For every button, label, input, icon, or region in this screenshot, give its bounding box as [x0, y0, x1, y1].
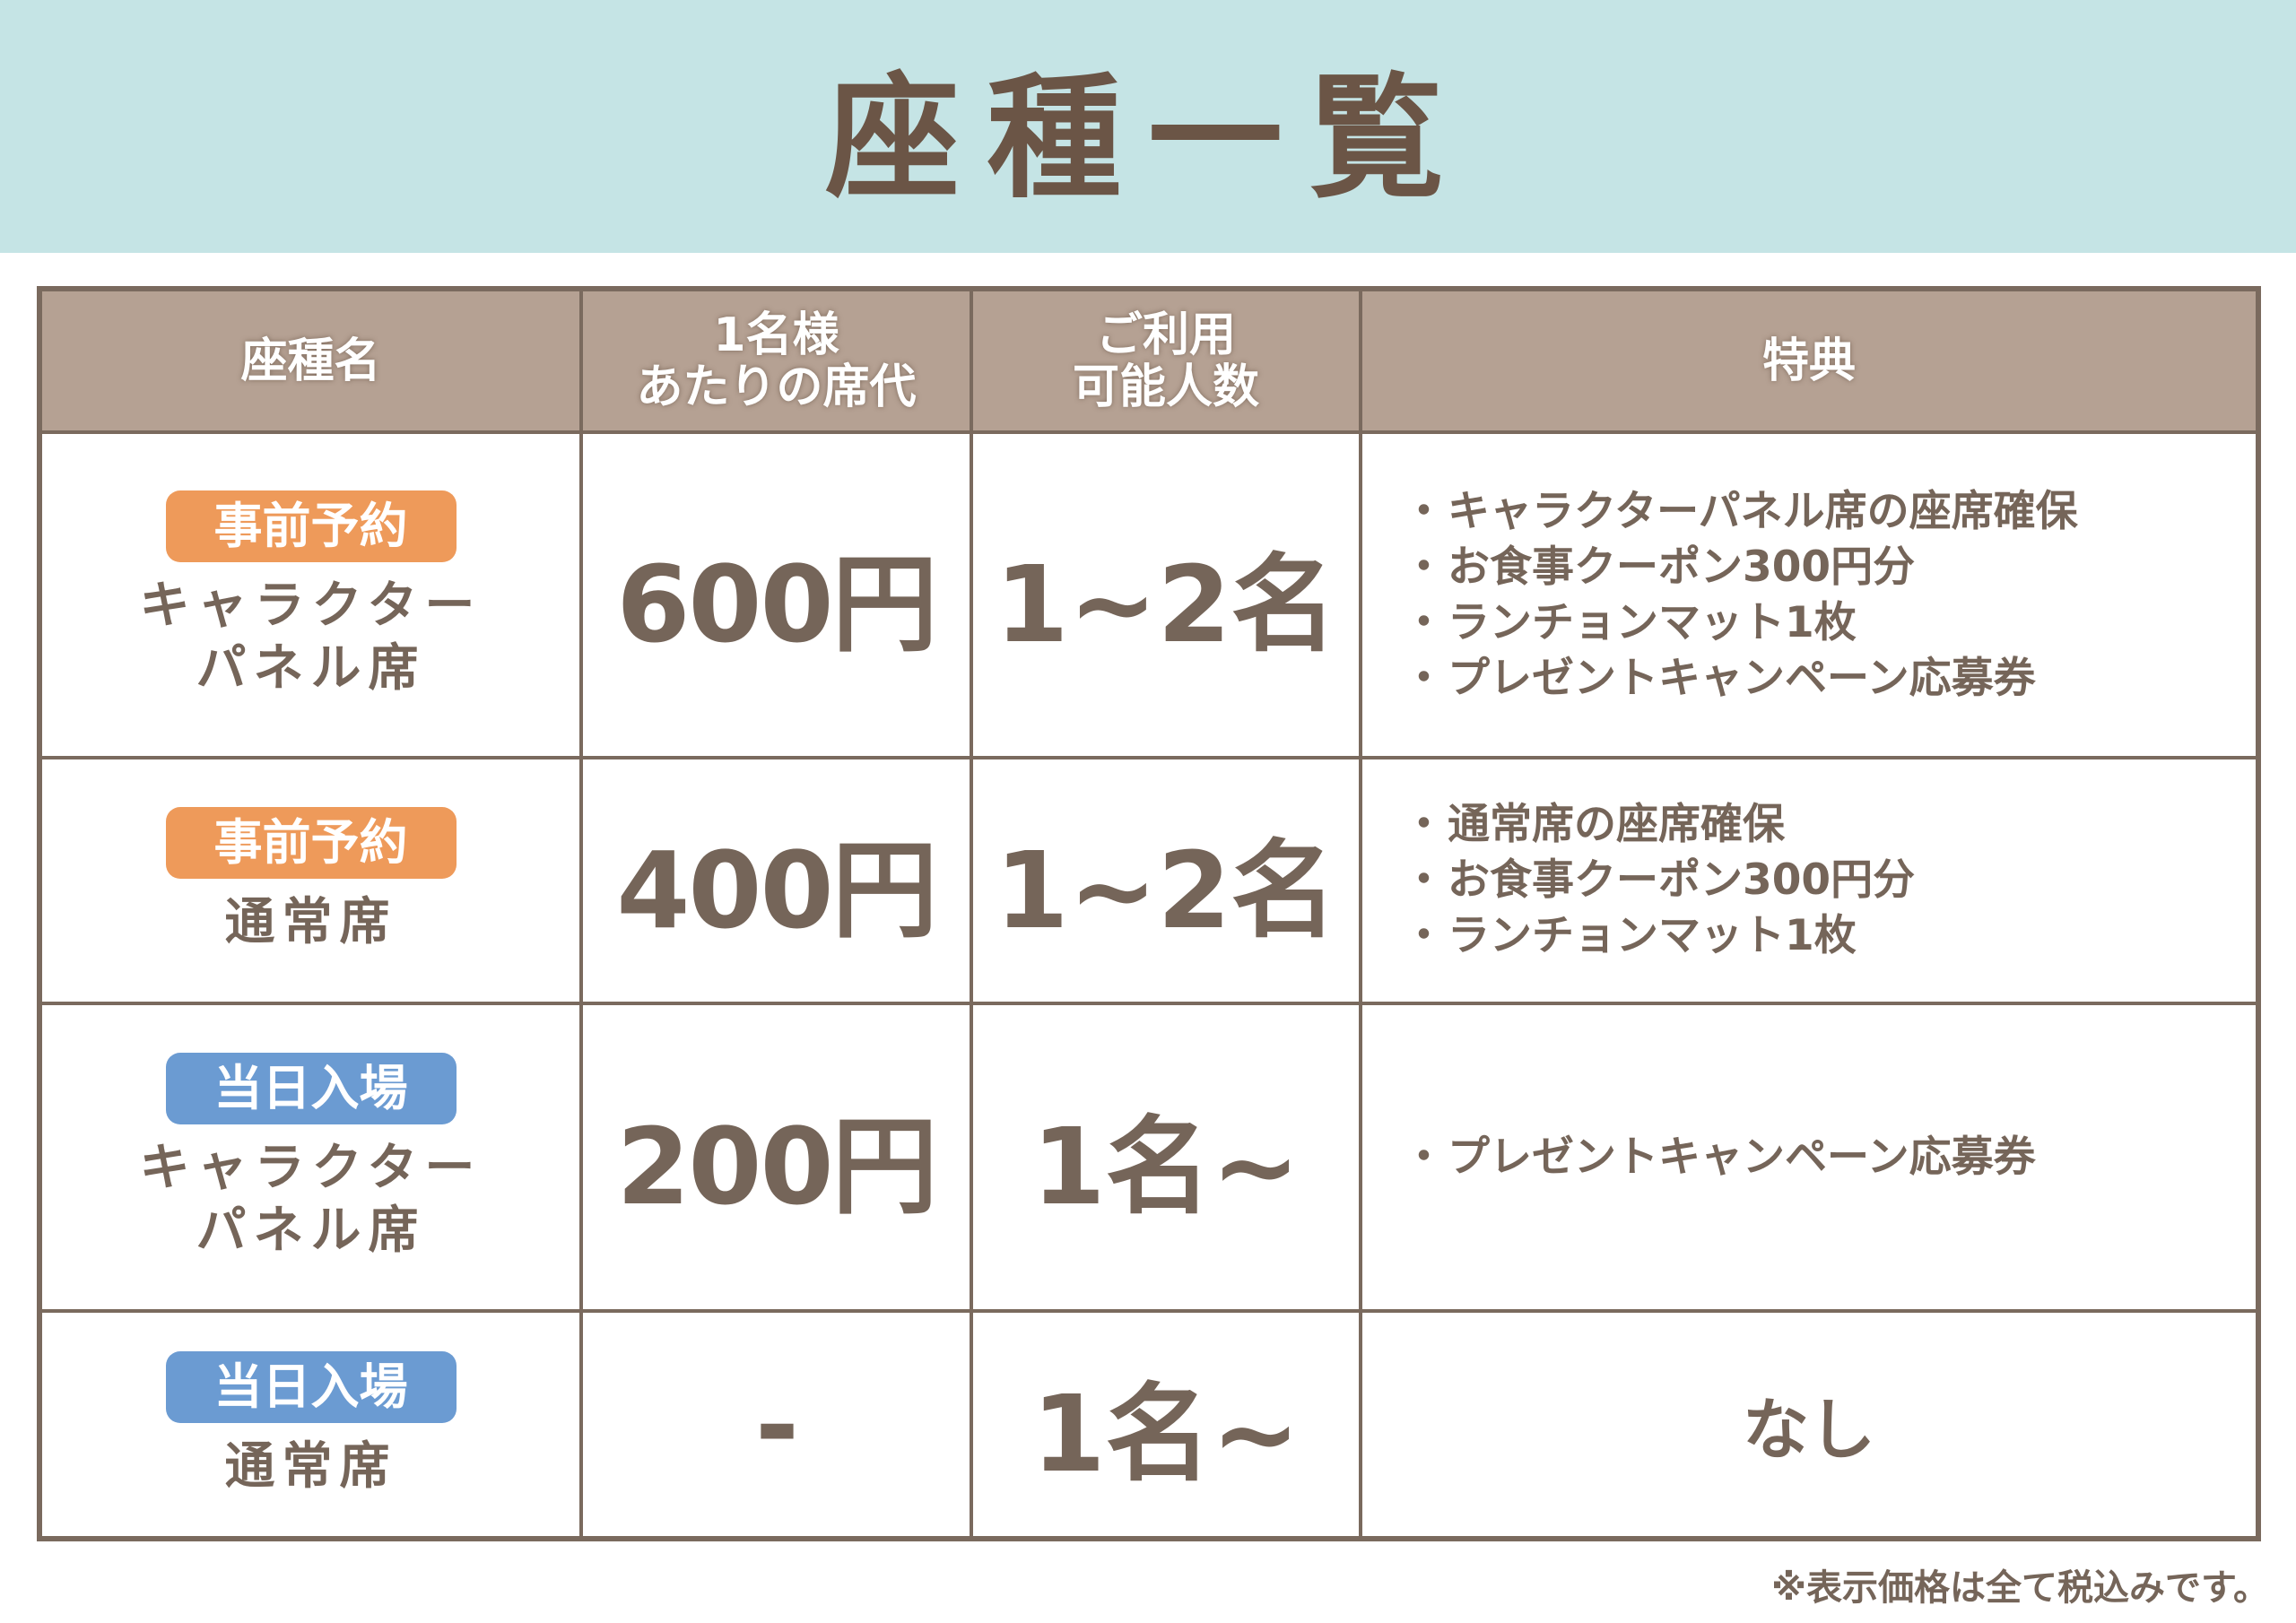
price-cell: 200円 — [579, 1002, 973, 1314]
seat-type-table: 座種名 1名様 あたりの席代 ご利用 可能人数 特典 事前予約キャラクター パネ… — [37, 286, 2261, 1541]
seat-name: 通常席 — [224, 1436, 397, 1496]
seat-type-cell: 当日入場キャラクター パネル席 — [38, 1002, 583, 1314]
benefits-cell: なし — [1359, 1309, 2260, 1541]
capacity-cell: 1~2名 — [970, 430, 1362, 760]
header-price: 1名様 あたりの席代 — [579, 287, 973, 434]
page-title: 座種一覧 — [824, 60, 1471, 217]
tax-note: ※表示価格は全て税込みです。 — [1771, 1567, 2269, 1609]
table-row: 当日入場通常席 - 1名~ なし — [38, 1309, 2260, 1541]
benefit-item: 通常席の座席確保 — [1448, 797, 2256, 853]
capacity-cell: 1名~ — [970, 1002, 1362, 1314]
same-day-badge: 当日入場 — [165, 1052, 457, 1124]
benefit-item: キャラクターパネル席の座席確保 — [1448, 484, 2256, 540]
benefits-cell: 通常席の座席確保 お食事クーポン300円分 ランチョンマット1枚 — [1359, 756, 2260, 1006]
title-banner: 座種一覧 — [0, 0, 2296, 253]
capacity-cell: 1名~ — [970, 1309, 1362, 1541]
price-cell: 400円 — [579, 756, 973, 1006]
seat-type-cell: 事前予約 通常席 — [38, 756, 583, 1006]
price-cell: 600円 — [579, 430, 973, 760]
reservation-badge: 事前予約 — [165, 490, 457, 562]
table-header-row: 座種名 1名様 あたりの席代 ご利用 可能人数 特典 — [38, 287, 2260, 434]
same-day-badge: 当日入場 — [165, 1350, 457, 1423]
header-capacity: ご利用 可能人数 — [970, 287, 1362, 434]
benefit-item: ランチョンマット1枚 — [1448, 595, 2256, 651]
benefits-cell: キャラクターパネル席の座席確保 お食事クーポン300円分 ランチョンマット1枚 … — [1359, 430, 2260, 760]
price-cell: - — [579, 1309, 973, 1541]
seat-type-cell: 当日入場 通常席 — [38, 1309, 583, 1541]
benefit-item: お食事クーポン300円分 — [1448, 540, 2256, 595]
seat-name: 通常席 — [224, 893, 397, 952]
seat-name: キャラクター パネル席 — [139, 576, 483, 698]
benefit-item: プレゼントキャンペーン応募券 — [1448, 651, 2256, 707]
seat-name: キャラクター パネル席 — [139, 1138, 483, 1260]
benefit-item: プレゼントキャンペーン応募券 — [1448, 1130, 2256, 1185]
capacity-cell: 1~2名 — [970, 756, 1362, 1006]
benefits-cell: プレゼントキャンペーン応募券 — [1359, 1002, 2260, 1314]
benefit-item: お食事クーポン300円分 — [1448, 853, 2256, 908]
header-benefits: 特典 — [1359, 287, 2260, 434]
benefit-item: ランチョンマット1枚 — [1448, 908, 2256, 964]
header-seat-type: 座種名 — [38, 287, 583, 434]
seat-type-cell: 事前予約キャラクター パネル席 — [38, 430, 583, 760]
reservation-badge: 事前予約 — [165, 807, 457, 880]
